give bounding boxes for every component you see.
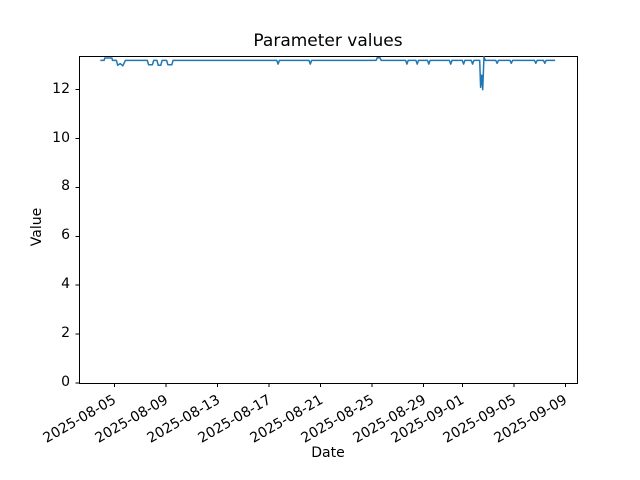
y-tick-label: 12 <box>52 80 70 97</box>
axes-frame <box>75 56 578 387</box>
chart-title: Parameter values <box>253 31 403 51</box>
y-tick-label: 0 <box>61 374 70 390</box>
y-tick-label: 8 <box>61 178 70 195</box>
data-line <box>100 55 556 91</box>
y-tick-label: 10 <box>52 129 70 146</box>
y-tick-label: 6 <box>61 227 70 244</box>
y-tick-label: 4 <box>61 276 70 293</box>
x-axis-label: Date <box>311 445 345 461</box>
axes-spines <box>79 56 578 384</box>
y-tick-label: 2 <box>61 325 70 342</box>
series-line-parameter <box>100 55 556 91</box>
